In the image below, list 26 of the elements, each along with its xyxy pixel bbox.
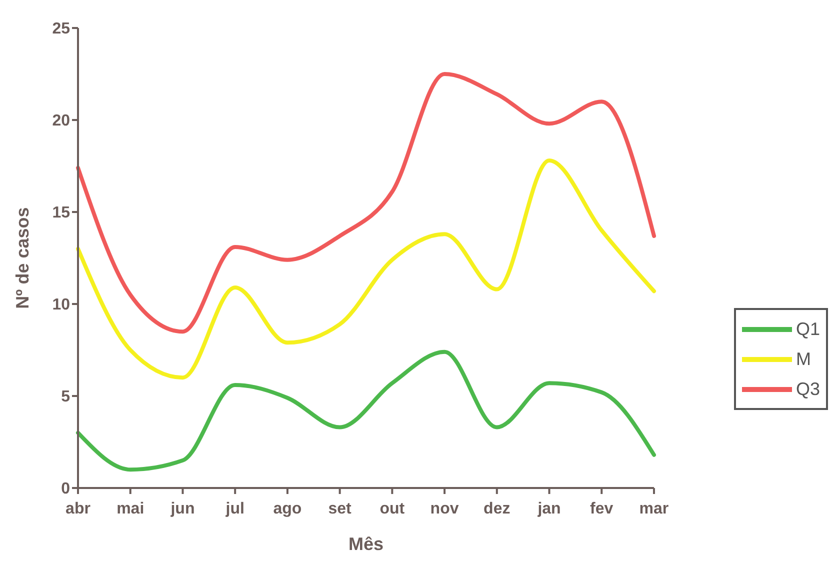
- legend-label: M: [796, 348, 811, 370]
- x-tick-label: out: [380, 500, 406, 518]
- line-series: [76, 72, 656, 334]
- x-tick-label: mai: [116, 500, 144, 518]
- x-tick-label: jul: [224, 500, 244, 518]
- x-tick-label: mar: [639, 500, 669, 518]
- y-tick-label: 20: [52, 112, 70, 130]
- y-tick-label: 25: [52, 20, 70, 38]
- y-axis-title: Nº de casos: [12, 207, 32, 309]
- line-series: [76, 350, 656, 472]
- x-tick-label: fev: [590, 500, 614, 518]
- x-tick-label: jan: [536, 500, 561, 518]
- y-tick-label: 10: [52, 296, 70, 314]
- x-tick-label: nov: [430, 500, 459, 518]
- legend-label: Q3: [796, 378, 820, 400]
- x-axis-title: Mês: [348, 534, 384, 554]
- x-tick-label: set: [328, 500, 352, 518]
- y-tick-label: 0: [61, 480, 70, 498]
- y-tick-label: 15: [52, 204, 70, 222]
- line-series: [76, 158, 656, 380]
- legend-label: Q1: [796, 318, 820, 340]
- x-tick-label: ago: [273, 500, 302, 518]
- x-tick-label: abr: [66, 500, 90, 518]
- y-tick-label: 5: [61, 388, 70, 406]
- x-tick-label: dez: [484, 500, 510, 518]
- x-tick-label: jun: [170, 500, 195, 518]
